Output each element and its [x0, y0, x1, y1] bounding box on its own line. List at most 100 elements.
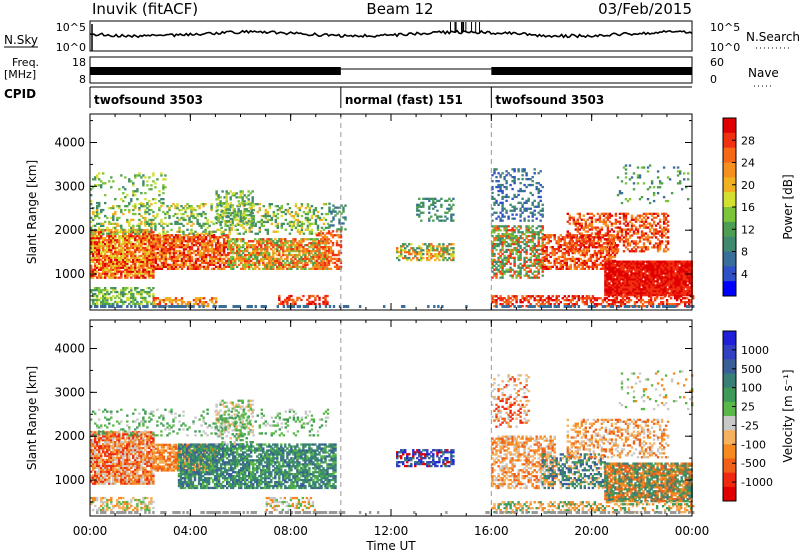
power-cell — [620, 292, 623, 295]
power-cell — [152, 246, 156, 249]
power-cell — [224, 265, 228, 268]
power-cell — [198, 249, 202, 253]
power-cell — [118, 216, 121, 220]
power-cell — [320, 226, 324, 229]
power-cell — [122, 302, 125, 306]
power-cell — [414, 253, 417, 256]
power-cell — [132, 266, 135, 269]
power-cell — [604, 286, 607, 289]
power-cell — [150, 233, 153, 236]
power-cell — [509, 235, 512, 238]
power-cell — [142, 174, 145, 177]
power-cell — [252, 253, 255, 257]
power-cell — [312, 300, 315, 304]
power-cell — [537, 262, 540, 265]
power-cell — [610, 280, 613, 283]
power-cell — [609, 253, 613, 257]
power-cell — [122, 258, 125, 261]
power-cell — [130, 218, 133, 222]
power-cell — [232, 267, 235, 270]
power-cell — [612, 288, 615, 291]
power-cell — [174, 220, 177, 224]
power-cell — [160, 265, 164, 268]
power-cell — [286, 253, 289, 257]
power-cell — [126, 250, 129, 254]
power-cell — [276, 248, 279, 251]
power-cell — [282, 263, 285, 266]
power-cell — [142, 239, 145, 242]
power-cell — [308, 232, 312, 235]
power-cell — [288, 298, 291, 302]
power-cell — [142, 264, 145, 267]
power-cell — [116, 290, 119, 294]
power-cell — [124, 176, 127, 179]
power-cell — [222, 257, 226, 261]
power-cell — [298, 296, 301, 300]
power-cell — [440, 203, 443, 206]
power-cell — [96, 210, 99, 214]
power-cell — [172, 242, 176, 245]
power-cell — [140, 262, 143, 265]
power-cell — [501, 266, 504, 269]
power-cell — [523, 256, 526, 259]
power-cell — [132, 274, 135, 277]
power-cell — [104, 264, 107, 267]
power-cell — [198, 205, 201, 208]
power-cell — [241, 200, 244, 203]
power-cell — [440, 205, 443, 208]
power-cell — [567, 253, 570, 257]
power-cell — [288, 224, 292, 227]
power-cell — [511, 180, 514, 183]
power-cell — [200, 253, 204, 257]
power-cell — [239, 223, 242, 227]
nsky-panel — [89, 20, 693, 52]
power-cell — [132, 262, 135, 265]
nsky-tick-bottom: 10^0 — [56, 41, 86, 54]
power-cell — [140, 244, 143, 248]
power-cell — [444, 251, 447, 254]
power-cell — [428, 205, 431, 208]
power-cell — [94, 287, 97, 290]
power-cell — [120, 246, 123, 250]
power-cell — [138, 235, 141, 238]
power-cell — [92, 244, 95, 248]
power-cell — [662, 278, 665, 281]
power-cell — [146, 287, 149, 290]
power-cell — [495, 268, 498, 271]
power-cell — [310, 246, 313, 249]
power-cell — [644, 292, 647, 295]
power-cell — [251, 219, 254, 223]
power-cell — [112, 212, 115, 216]
power-cell — [227, 208, 230, 211]
power-cell — [106, 300, 109, 304]
power-cell — [662, 294, 665, 297]
power-cell — [150, 218, 153, 222]
power-cell — [144, 298, 147, 302]
power-cell — [575, 267, 578, 270]
power-cell — [130, 180, 133, 183]
power-cell — [114, 246, 117, 250]
power-cell — [495, 248, 498, 252]
power-cell — [108, 232, 111, 235]
power-cell — [220, 257, 224, 261]
power-cell — [519, 182, 522, 185]
power-cell — [140, 228, 143, 231]
power-cell — [442, 219, 445, 222]
power-cell — [517, 189, 520, 193]
power-cell — [266, 251, 269, 255]
power-cell — [308, 249, 311, 253]
power-cell — [325, 240, 329, 243]
power-cell — [138, 239, 141, 242]
power-cell — [233, 212, 236, 215]
power-cell — [152, 174, 155, 177]
power-cell — [507, 195, 510, 199]
power-cell — [599, 253, 603, 257]
power-cell — [162, 259, 166, 263]
power-cell — [535, 187, 538, 191]
power-cell — [609, 257, 613, 261]
power-cell — [218, 228, 221, 231]
power-cell — [164, 174, 167, 177]
power-cell — [636, 262, 639, 265]
power-cell — [124, 248, 127, 252]
power-cell — [533, 254, 536, 258]
